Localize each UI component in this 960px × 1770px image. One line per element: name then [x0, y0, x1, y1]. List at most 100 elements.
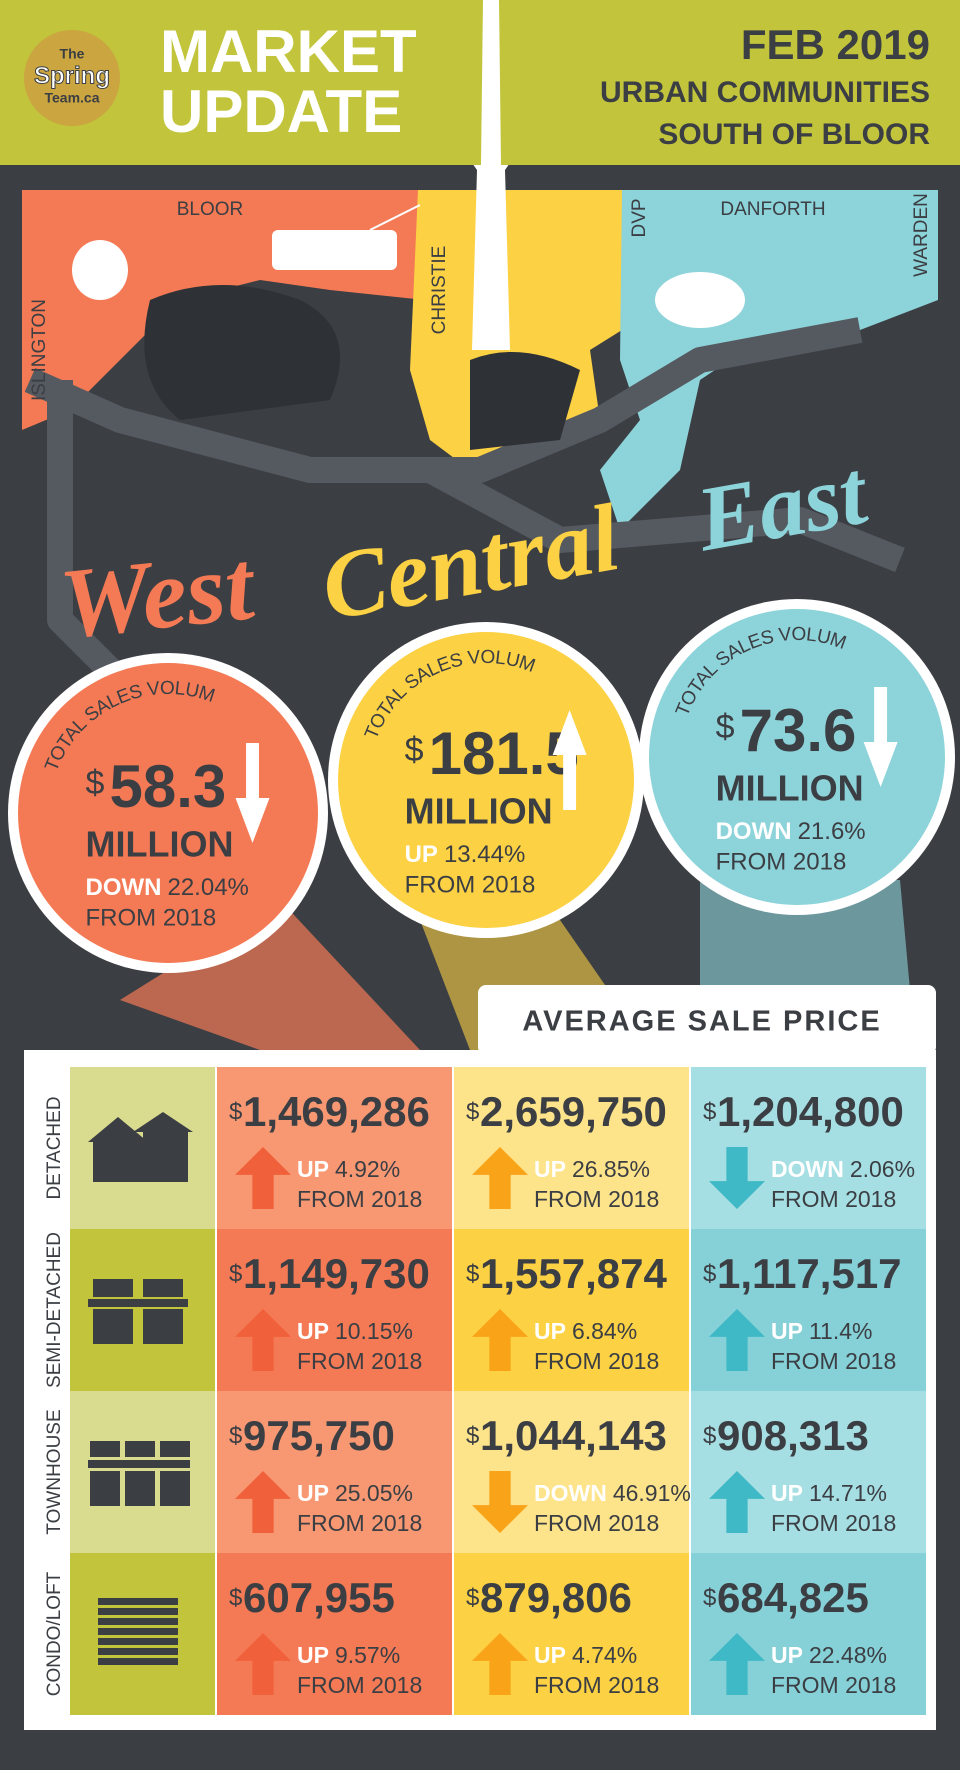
change-value: 9.57%	[335, 1642, 400, 1668]
logo-flowers	[24, 30, 120, 126]
price-arrow	[235, 1147, 291, 1209]
region-name: West	[55, 529, 261, 660]
raccoon	[655, 272, 745, 328]
icon-part	[143, 1309, 183, 1344]
icon-part	[125, 1471, 155, 1506]
row-label: DETACHED	[44, 1096, 65, 1199]
subtitle: URBAN COMMUNITIES	[600, 76, 930, 109]
row-label: CONDO/LOFT	[44, 1571, 65, 1696]
volume-circle	[649, 609, 945, 905]
change-word: UP	[534, 1318, 566, 1344]
price-currency: $	[229, 1260, 242, 1287]
price-change: UP 14.71%	[771, 1480, 887, 1506]
change-value: 46.91%	[613, 1480, 691, 1506]
change-word: UP	[771, 1642, 803, 1668]
price-currency: $	[229, 1422, 242, 1449]
map-label: CHRISTIE	[429, 246, 450, 335]
volume-from: FROM 2018	[86, 904, 217, 931]
logo-text: Spring	[34, 62, 110, 89]
price: 908,313	[717, 1412, 869, 1459]
change-value: 4.92%	[335, 1156, 400, 1182]
change-value: 22.04%	[167, 874, 248, 901]
price-arrow	[235, 1471, 291, 1533]
icon-part	[93, 1142, 143, 1182]
house-icon	[98, 1598, 178, 1665]
change-word: UP	[534, 1156, 566, 1182]
icon-part	[98, 1628, 178, 1635]
icon-part	[90, 1441, 120, 1457]
price-arrow	[709, 1309, 765, 1371]
price-currency: $	[229, 1098, 242, 1125]
volume-change: UP 13.44%	[405, 841, 526, 868]
price-from: FROM 2018	[771, 1186, 896, 1212]
price-arrow	[472, 1471, 528, 1533]
house-icon	[88, 1112, 193, 1182]
icon-part	[88, 1460, 190, 1468]
price-from: FROM 2018	[297, 1348, 422, 1374]
price-change: UP 11.4%	[771, 1318, 872, 1344]
change-word: UP	[297, 1642, 329, 1668]
price-from: FROM 2018	[534, 1510, 659, 1536]
logo-text: The	[60, 46, 85, 62]
row-label-strip	[40, 1071, 70, 1225]
icon-part	[125, 1441, 155, 1457]
hill	[470, 352, 580, 450]
date: FEB 2019	[741, 21, 930, 68]
price-currency: $	[703, 1098, 716, 1125]
change-word: UP	[771, 1480, 803, 1506]
volume-arrow	[552, 710, 587, 810]
change-word: UP	[297, 1156, 329, 1182]
change-word: DOWN	[771, 1156, 844, 1182]
streetcar-pole	[369, 204, 421, 231]
price: 2,659,750	[480, 1088, 667, 1135]
change-value: 25.05%	[335, 1480, 413, 1506]
price: 684,825	[717, 1574, 869, 1621]
icon-part	[98, 1598, 178, 1605]
house-icon	[88, 1279, 188, 1344]
change-word: DOWN	[534, 1480, 607, 1506]
price: 1,204,800	[717, 1088, 904, 1135]
price-change: UP 10.15%	[297, 1318, 413, 1344]
volume-currency: $	[86, 764, 105, 802]
row-label-strip	[40, 1233, 70, 1387]
map-label: ISLINGTON	[29, 299, 50, 401]
price: 1,044,143	[480, 1412, 667, 1459]
icon-part	[88, 1299, 188, 1307]
volume-change: DOWN 22.04%	[86, 874, 249, 901]
price-currency: $	[466, 1422, 479, 1449]
price-change: UP 22.48%	[771, 1642, 887, 1668]
volume-from: FROM 2018	[405, 871, 536, 898]
price: 1,469,286	[243, 1088, 430, 1135]
icon-part	[143, 1279, 183, 1297]
price: 607,955	[243, 1574, 395, 1621]
header-band	[0, 0, 960, 165]
squirrel	[72, 240, 128, 300]
volume-arrow	[235, 743, 270, 843]
icon-part	[98, 1618, 178, 1625]
cn-tower	[470, 10, 512, 350]
change-value: 10.15%	[335, 1318, 413, 1344]
change-word: UP	[297, 1480, 329, 1506]
cn-tower-top	[481, 0, 501, 165]
title: MARKET	[160, 18, 417, 85]
price: 879,806	[480, 1574, 632, 1621]
map-label: BLOOR	[177, 199, 244, 220]
change-word: DOWN	[86, 874, 162, 901]
map-label: DVP	[629, 198, 650, 237]
icon-part	[98, 1638, 178, 1645]
price-arrow	[709, 1471, 765, 1533]
price: 975,750	[243, 1412, 395, 1459]
price-arrow	[472, 1633, 528, 1695]
volume-from: FROM 2018	[716, 848, 847, 875]
price: 1,149,730	[243, 1250, 430, 1297]
price-change: UP 25.05%	[297, 1480, 413, 1506]
price-currency: $	[703, 1422, 716, 1449]
row-label-strip	[40, 1557, 70, 1711]
icon-part	[90, 1471, 120, 1506]
price-arrow	[472, 1147, 528, 1209]
price-change: UP 26.85%	[534, 1156, 650, 1182]
subtitle: SOUTH OF BLOOR	[658, 118, 930, 151]
price-from: FROM 2018	[771, 1510, 896, 1536]
